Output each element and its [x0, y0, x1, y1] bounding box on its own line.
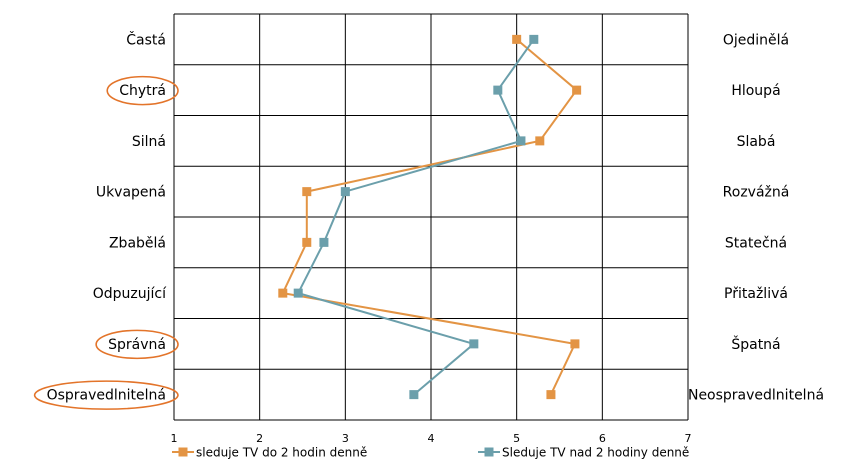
series-2-marker: [516, 136, 526, 146]
series-2-marker: [493, 85, 503, 95]
left-label: Chytrá: [119, 83, 166, 99]
right-label: Přitažlivá: [724, 286, 788, 302]
right-label: Rozvážná: [723, 185, 790, 201]
series-2-marker: [409, 390, 419, 400]
series-2-marker: [469, 339, 479, 349]
x-tick-label: 6: [599, 432, 606, 445]
legend-label: Sleduje TV nad 2 hodiny denně: [502, 446, 689, 460]
series-line-1: [281, 38, 578, 396]
series-1-marker: [512, 34, 522, 44]
legend: sleduje TV do 2 hodin denně Sleduje TV na…: [172, 446, 689, 460]
right-label: Hloupá: [731, 83, 780, 99]
right-label: Ojedinělá: [723, 32, 789, 48]
highlight-ellipse: [33, 380, 179, 410]
x-tick-label: 7: [685, 432, 692, 445]
x-tick-label: 2: [256, 432, 263, 445]
series-1-marker: [302, 187, 312, 197]
x-tick-label: 4: [428, 432, 435, 445]
right-adjective-labels: Ojedinělá Hloupá Slabá Rozvážná Statečná Přit…: [688, 32, 824, 403]
series-line-2: [296, 38, 535, 396]
left-label: Správná: [108, 337, 166, 353]
right-label: Neospravedlnitelná: [688, 388, 824, 404]
series-1-marker: [572, 85, 582, 95]
series-1-marker: [546, 390, 556, 400]
series-2-marker: [340, 187, 350, 197]
x-axis-ticks: 1 2 3 4 5 6 7: [171, 432, 692, 445]
legend-marker: [484, 447, 494, 457]
left-label: Silná: [132, 134, 166, 150]
x-tick-label: 3: [342, 432, 349, 445]
right-label: Slabá: [737, 134, 776, 150]
series-1-marker: [570, 339, 580, 349]
series-group: [278, 34, 582, 400]
series-1-marker: [535, 136, 545, 146]
left-label: Ukvapená: [96, 185, 166, 201]
legend-label: sleduje TV do 2 hodin denně: [196, 446, 367, 460]
left-label: Odpuzující: [93, 286, 167, 302]
right-label: Špatná: [731, 335, 780, 353]
series-1-marker: [278, 288, 288, 298]
legend-marker: [178, 447, 188, 457]
right-label: Statečná: [725, 235, 787, 251]
left-label: Častá: [126, 30, 166, 48]
series-2-marker: [293, 288, 303, 298]
left-label: Ospravedlnitelná: [47, 388, 166, 404]
x-tick-label: 5: [513, 432, 520, 445]
highlight-ellipse: [95, 329, 179, 360]
series-2-marker: [319, 237, 329, 247]
series-1-marker: [302, 237, 312, 247]
x-tick-label: 1: [171, 432, 178, 445]
left-label: Zbabělá: [109, 235, 166, 251]
highlight-ellipse: [106, 75, 179, 106]
left-adjective-labels: Častá Chytrá Silná Ukvapená Zbabělá Odpuzujíc…: [33, 30, 179, 410]
series-2-marker: [529, 34, 539, 44]
